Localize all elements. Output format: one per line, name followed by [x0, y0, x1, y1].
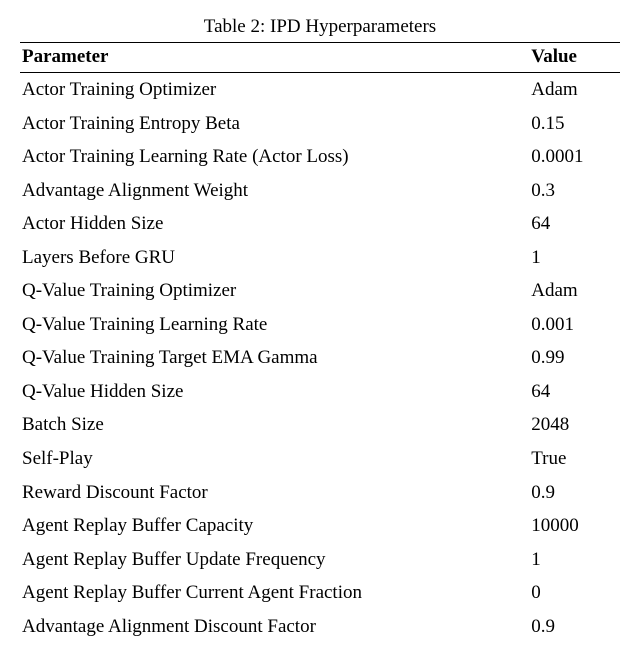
value-cell: Adam	[519, 274, 620, 308]
table-row: Actor Training OptimizerAdam	[20, 73, 620, 107]
table-row: Q-Value Hidden Size64	[20, 375, 620, 409]
param-cell: Advantage Alignment Discount Factor	[20, 610, 519, 644]
table-row: Q-Value Training Target EMA Gamma0.99	[20, 341, 620, 375]
table-row: Batch Size2048	[20, 408, 620, 442]
value-cell: 2048	[519, 408, 620, 442]
param-cell: Batch Size	[20, 408, 519, 442]
param-cell: Agent Replay Buffer Update Frequency	[20, 543, 519, 577]
table-header-row: Parameter Value	[20, 43, 620, 73]
header-value: Value	[519, 43, 620, 73]
table-row: Reward Discount Factor0.9	[20, 476, 620, 510]
value-cell: True	[519, 442, 620, 476]
param-cell: Q-Value Training Learning Rate	[20, 308, 519, 342]
table-row: Agent Replay Buffer Capacity10000	[20, 509, 620, 543]
table-row: Actor Hidden Size64	[20, 207, 620, 241]
param-cell: Agent Replay Buffer Capacity	[20, 509, 519, 543]
value-cell: Adam	[519, 73, 620, 107]
table-body: Actor Training OptimizerAdam Actor Train…	[20, 73, 620, 644]
table-row: Advantage Alignment Discount Factor0.9	[20, 610, 620, 644]
param-cell: Actor Training Learning Rate (Actor Loss…	[20, 140, 519, 174]
table-row: Agent Replay Buffer Update Frequency1	[20, 543, 620, 577]
value-cell: 0.3	[519, 174, 620, 208]
value-cell: 0.9	[519, 476, 620, 510]
param-cell: Layers Before GRU	[20, 241, 519, 275]
table-row: Q-Value Training Learning Rate0.001	[20, 308, 620, 342]
value-cell: 10000	[519, 509, 620, 543]
value-cell: 0	[519, 576, 620, 610]
table-row: Actor Training Entropy Beta0.15	[20, 107, 620, 141]
value-cell: 0.99	[519, 341, 620, 375]
param-cell: Reward Discount Factor	[20, 476, 519, 510]
param-cell: Actor Training Optimizer	[20, 73, 519, 107]
table-row: Agent Replay Buffer Current Agent Fracti…	[20, 576, 620, 610]
value-cell: 0.9	[519, 610, 620, 644]
value-cell: 64	[519, 375, 620, 409]
value-cell: 64	[519, 207, 620, 241]
param-cell: Advantage Alignment Weight	[20, 174, 519, 208]
table-row: Advantage Alignment Weight0.3	[20, 174, 620, 208]
value-cell: 0.0001	[519, 140, 620, 174]
param-cell: Agent Replay Buffer Current Agent Fracti…	[20, 576, 519, 610]
table-row: Q-Value Training OptimizerAdam	[20, 274, 620, 308]
value-cell: 0.15	[519, 107, 620, 141]
value-cell: 0.001	[519, 308, 620, 342]
param-cell: Self-Play	[20, 442, 519, 476]
table-row: Layers Before GRU1	[20, 241, 620, 275]
param-cell: Q-Value Hidden Size	[20, 375, 519, 409]
param-cell: Q-Value Training Target EMA Gamma	[20, 341, 519, 375]
header-parameter: Parameter	[20, 43, 519, 73]
param-cell: Q-Value Training Optimizer	[20, 274, 519, 308]
table-caption: Table 2: IPD Hyperparameters	[20, 16, 620, 38]
hyperparameter-table: Parameter Value Actor Training Optimizer…	[20, 42, 620, 643]
param-cell: Actor Training Entropy Beta	[20, 107, 519, 141]
param-cell: Actor Hidden Size	[20, 207, 519, 241]
value-cell: 1	[519, 543, 620, 577]
table-row: Actor Training Learning Rate (Actor Loss…	[20, 140, 620, 174]
table-row: Self-PlayTrue	[20, 442, 620, 476]
value-cell: 1	[519, 241, 620, 275]
